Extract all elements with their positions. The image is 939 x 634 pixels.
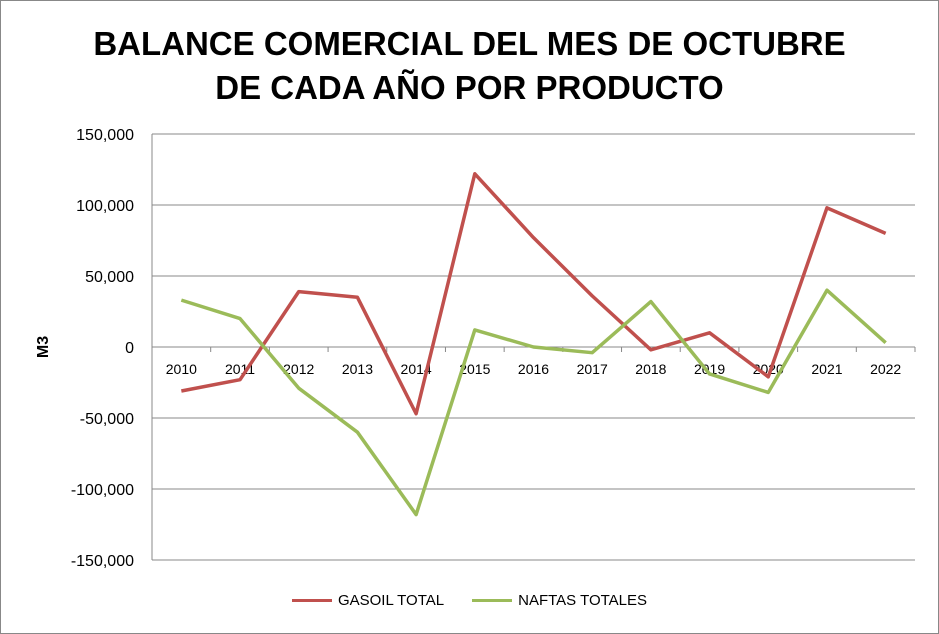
chart-title-line2: DE CADA AÑO POR PRODUCTO <box>215 69 724 106</box>
x-tick-label: 2021 <box>811 361 842 377</box>
legend-label: NAFTAS TOTALES <box>518 592 648 609</box>
y-tick-label: -150,000 <box>71 553 134 570</box>
x-tick-label: 2018 <box>635 361 666 377</box>
y-tick-label: 0 <box>125 340 134 357</box>
x-tick-label: 2022 <box>870 361 901 377</box>
y-tick-label: 50,000 <box>85 269 134 286</box>
series-line-naftas-totales <box>180 288 887 517</box>
x-tick-label: 2015 <box>459 361 490 377</box>
legend-swatch <box>291 599 332 602</box>
series-line-gasoil-total <box>181 172 887 416</box>
legend-label: GASOIL TOTAL <box>337 592 445 609</box>
x-tick-label: 2014 <box>401 361 432 377</box>
y-tick-label: -100,000 <box>71 482 134 499</box>
x-tick-label: 2010 <box>166 361 197 377</box>
x-tick-label: 2016 <box>518 361 549 377</box>
legend-item: NAFTAS TOTALES <box>472 592 647 609</box>
legend-item: GASOIL TOTAL <box>291 592 445 609</box>
y-tick-label: -50,000 <box>80 411 134 428</box>
y-tick-label: 150,000 <box>76 127 134 144</box>
y-tick-label: 100,000 <box>76 198 134 215</box>
chart-title: BALANCE COMERCIAL DEL MES DE OCTUBRE DE … <box>0 22 939 110</box>
y-axis-label: M3 <box>35 336 52 358</box>
chart-title-line1: BALANCE COMERCIAL DEL MES DE OCTUBRE <box>93 25 846 62</box>
legend-swatch <box>472 599 513 602</box>
legend: GASOIL TOTAL NAFTAS TOTALES <box>0 592 939 609</box>
x-tick-label: 2017 <box>577 361 608 377</box>
x-tick-label: 2013 <box>342 361 373 377</box>
x-tick-label: 2012 <box>283 361 314 377</box>
